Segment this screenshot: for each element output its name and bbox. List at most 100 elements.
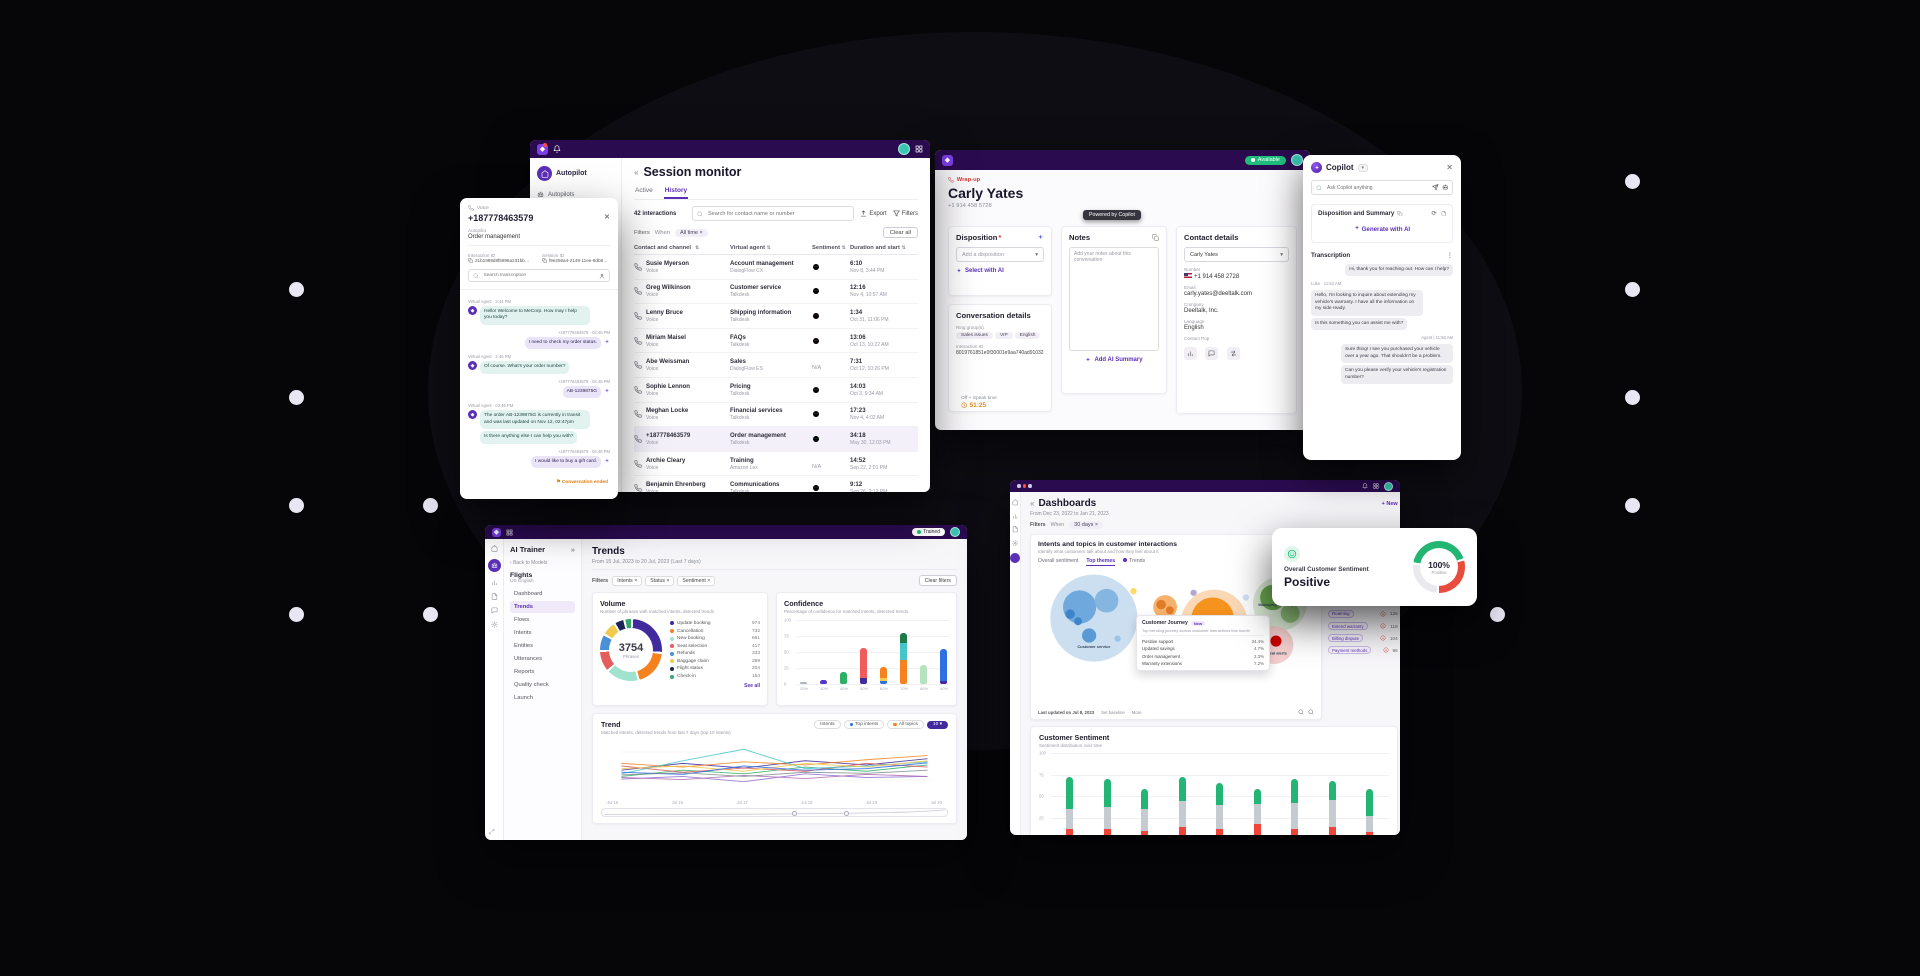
filters-button[interactable]: Filters [893,210,918,217]
collapse-icon[interactable]: » [570,545,575,554]
refresh-icon[interactable]: ⟳ [1431,211,1437,217]
topic-bubble[interactable] [1082,628,1097,643]
col-contact[interactable]: Contact and channel [634,245,692,251]
sentiment-bar[interactable] [1103,779,1111,835]
table-row[interactable]: Miriam Maisel Voice FAQs Talkdesk 13:06 Oct 1… [634,329,918,354]
tab-history[interactable]: History [663,185,689,199]
topic-bubble[interactable] [1094,588,1119,613]
doc-icon[interactable] [1012,526,1019,533]
col-sentiment[interactable]: Sentiment [812,245,841,251]
trend-series-line[interactable] [621,762,928,775]
sentiment-bar[interactable] [1291,779,1299,835]
table-row[interactable]: +187778463579 Voice Order management Talkde… [634,427,918,452]
sentiment-bar[interactable] [1253,789,1261,835]
filter-chip[interactable]: Intents × [612,575,643,586]
copilot-search-box[interactable] [1311,180,1453,195]
search-box[interactable] [692,206,855,221]
trend-toggle-intents[interactable]: Intents [814,720,841,729]
intent-chip[interactable]: Roaming [1328,609,1354,618]
tab-active[interactable]: Active [635,187,653,194]
home-icon[interactable] [537,166,552,181]
avatar[interactable] [898,143,910,155]
table-row[interactable]: Abe Weissman Voice Sales DialogFlow ES N/A 7:… [634,353,918,378]
copy-icon[interactable] [1152,234,1159,241]
tab-trends[interactable]: Trends [1123,558,1145,566]
trend-count-pill[interactable]: 10 ▾ [926,720,948,729]
disposition-select[interactable]: Add a disposition ▾ [956,247,1044,262]
app-logo-icon[interactable]: ◆ [492,527,501,537]
trend-series-line[interactable] [621,748,928,775]
topic-bubble[interactable] [1074,617,1082,626]
send-icon[interactable] [1432,184,1439,191]
transcript-search-input[interactable] [481,272,596,279]
intent-list-item[interactable]: Billing dispute 104 [1328,634,1398,644]
panel-toggle-icon[interactable] [915,145,923,153]
kebab-menu-icon[interactable]: ⋮ [1446,252,1453,259]
legend-item[interactable]: Update booking 974 [670,620,760,628]
trend-series-line[interactable] [621,762,928,773]
table-row[interactable]: Benjamin EhrenbergVoiceCommunicationsTal… [634,476,918,492]
bot-icon-active[interactable] [487,559,501,572]
sparkle-icon[interactable] [604,388,610,394]
volume-donut-chart[interactable]: 3754 Phrases [600,619,662,681]
sentiment-bar[interactable] [1366,788,1374,835]
intent-list-item[interactable]: Payment methods 96 [1328,646,1398,656]
gear-icon[interactable] [1012,540,1019,547]
filter-chip[interactable]: Status × [645,575,675,586]
see-all-link[interactable]: See all [744,683,760,689]
copy-icon[interactable] [468,258,473,263]
bell-icon[interactable] [553,145,561,153]
table-row[interactable]: Susie Myerson Voice Account management Dial… [634,255,918,280]
slider-handle[interactable] [791,810,798,816]
swap-pop-button[interactable] [1226,347,1240,360]
confidence-bar[interactable] [800,682,807,684]
select-with-ai-button[interactable]: Select with AI [956,268,1044,274]
topic-bubble[interactable] [1156,599,1166,610]
confidence-bar[interactable] [840,672,847,684]
sidebar-item-launch[interactable]: Launch [514,695,534,701]
copy-icon[interactable] [542,258,547,263]
col-duration[interactable]: Duration and start [850,245,900,251]
copy-icon[interactable] [1397,211,1403,217]
sentiment-bar[interactable] [1328,780,1336,835]
legend-item[interactable]: Seat selection 417 [670,642,760,650]
legend-item[interactable]: New booking 651 [670,635,760,643]
new-dashboard-button[interactable]: + New [1381,500,1398,507]
sidebar-item-flows[interactable]: Flows [514,617,530,623]
sidebar-item-entities[interactable]: Entities [514,643,534,649]
close-icon[interactable]: ✕ [604,214,610,221]
contact-select[interactable]: Carly Yates ▾ [1184,247,1289,262]
set-baseline-link[interactable]: Set baseline [1101,709,1125,715]
table-row[interactable]: Archie Cleary Voice Training Amazon Lex N/A 1… [634,452,918,477]
search-input[interactable] [706,209,850,218]
grid-icon[interactable] [1373,483,1379,489]
chart-icon[interactable] [1012,513,1019,520]
confidence-bar[interactable] [880,666,887,684]
legend-item[interactable]: Check-in 154 [670,673,760,681]
avatar[interactable] [1291,154,1303,166]
trend-series-line[interactable] [621,773,928,781]
doc-icon[interactable] [1441,210,1447,217]
table-row[interactable]: Greg Wilkinson Voice Customer service Talkd… [634,280,918,305]
sentiment-bar[interactable] [1178,776,1186,835]
tab-overall-sentiment[interactable]: Overall sentiment [1038,558,1079,564]
app-logo-icon[interactable]: ◆ [942,154,953,166]
sentiment-bar[interactable] [1066,776,1074,835]
confidence-bar[interactable] [920,664,927,684]
legend-item[interactable]: Cancellation 732 [670,627,760,635]
legend-item[interactable]: Flight status 204 [670,665,760,673]
tab-top-themes[interactable]: Top themes [1086,558,1116,566]
intent-list-item[interactable]: Roaming 126 [1328,609,1398,619]
copilot-mode-dropdown[interactable]: ▾ [1357,163,1369,172]
sentiment-bar[interactable] [1216,783,1224,835]
sidebar-item-quality-check[interactable]: Quality check [514,682,549,688]
intent-chip[interactable]: Extend warranty [1328,622,1368,631]
sidebar-item-trends[interactable]: Trends [510,601,575,613]
sparkle-icon[interactable] [604,458,610,464]
sparkle-icon[interactable] [604,339,610,345]
notes-textarea[interactable]: Add your notes about this conversation [1069,247,1159,351]
confidence-bar[interactable] [820,680,827,684]
intent-chip[interactable]: Billing dispute [1328,634,1364,643]
legend-item[interactable]: Baggage claim 289 [670,658,760,666]
